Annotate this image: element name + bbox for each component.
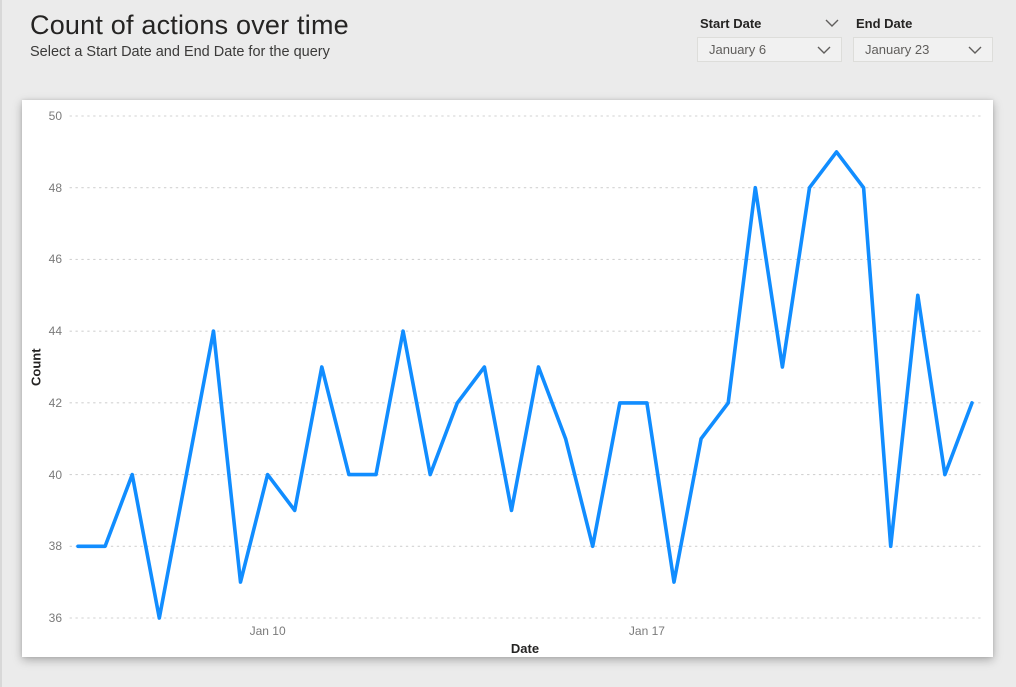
start-date-slicer-title: Start Date [700, 15, 762, 31]
y-tick-label: 50 [48, 109, 62, 123]
line-chart [69, 115, 985, 620]
y-tick-label: 38 [48, 539, 62, 554]
x-axis-title: Date [510, 641, 540, 656]
y-tick-label: 48 [48, 180, 62, 195]
y-tick-label: 44 [48, 324, 62, 339]
x-tick-label: Jan 10 [249, 624, 286, 638]
page-title: Count of actions over time [30, 10, 349, 40]
end-date-slicer: End Date January 23 [853, 14, 993, 62]
end-date-slicer-title: End Date [856, 15, 913, 31]
line-series [76, 150, 974, 620]
page-subtitle: Select a Start Date and End Date for the… [30, 44, 330, 60]
start-date-slicer: Start Date January 6 [697, 14, 842, 62]
y-tick-label: 46 [48, 252, 62, 267]
end-date-value: January 23 [865, 42, 930, 57]
chevron-down-icon [968, 46, 982, 54]
x-tick-label: Jan 17 [628, 624, 665, 638]
window-left-edge [0, 0, 2, 687]
y-tick-label: 40 [48, 467, 62, 482]
start-date-dropdown[interactable]: January 6 [697, 37, 842, 62]
end-date-dropdown[interactable]: January 23 [853, 37, 993, 62]
chart-card: Count 36 38 40 42 44 46 48 50 Jan 10 Jan 17 Date [22, 100, 993, 657]
start-date-value: January 6 [709, 42, 767, 57]
chevron-down-icon [817, 46, 831, 54]
y-tick-label: 36 [48, 611, 62, 625]
y-tick-label: 42 [48, 395, 62, 410]
chevron-down-icon[interactable] [825, 19, 839, 27]
